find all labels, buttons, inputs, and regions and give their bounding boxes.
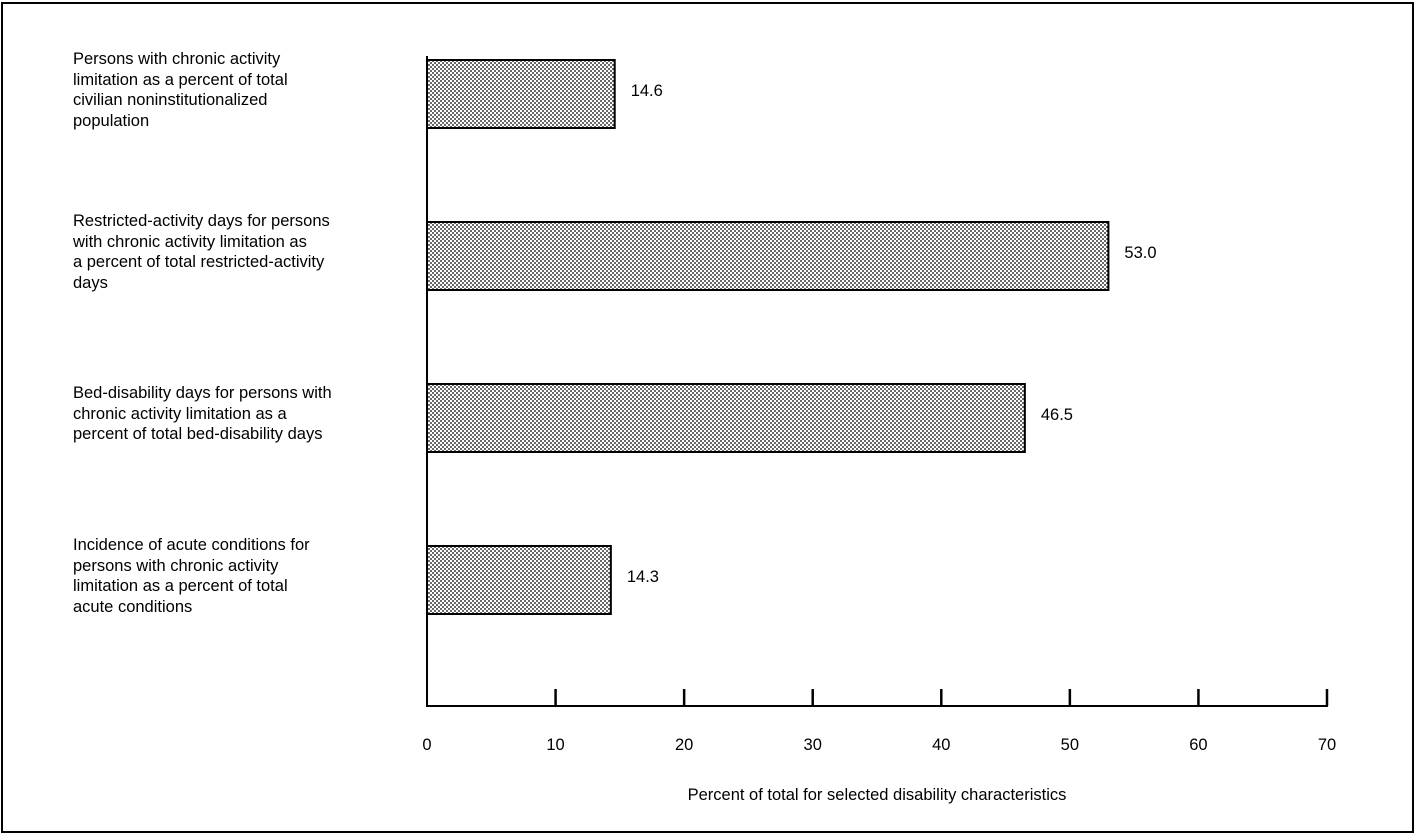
bar xyxy=(426,59,616,129)
bar xyxy=(426,545,612,615)
bar-value-label: 46.5 xyxy=(1040,406,1073,424)
x-tick-label: 50 xyxy=(1060,736,1080,754)
x-tick-label: 70 xyxy=(1317,736,1337,754)
bar-value-label: 53.0 xyxy=(1124,244,1157,262)
category-label: Bed-disability days for persons with chr… xyxy=(73,384,332,444)
x-axis-label: Percent of total for selected disability… xyxy=(687,786,1067,804)
x-tick-label: 0 xyxy=(422,736,432,754)
category-label: Restricted-activity days for persons wit… xyxy=(73,212,330,292)
category-label: Persons with chronic activity limitation… xyxy=(73,50,288,130)
bar-value-label: 14.3 xyxy=(626,568,659,586)
x-tick-label: 20 xyxy=(674,736,694,754)
x-ticks-group xyxy=(554,689,1329,706)
x-tick-label: 40 xyxy=(932,736,951,754)
bars-group xyxy=(426,59,1110,615)
bar xyxy=(426,383,1026,453)
x-tick-label: 30 xyxy=(803,736,822,754)
x-tick-label: 60 xyxy=(1189,736,1208,754)
category-label: Incidence of acute conditions for person… xyxy=(73,536,310,616)
bar xyxy=(426,221,1110,291)
bar-value-label: 14.6 xyxy=(630,82,663,100)
x-tick-label: 10 xyxy=(546,736,565,754)
